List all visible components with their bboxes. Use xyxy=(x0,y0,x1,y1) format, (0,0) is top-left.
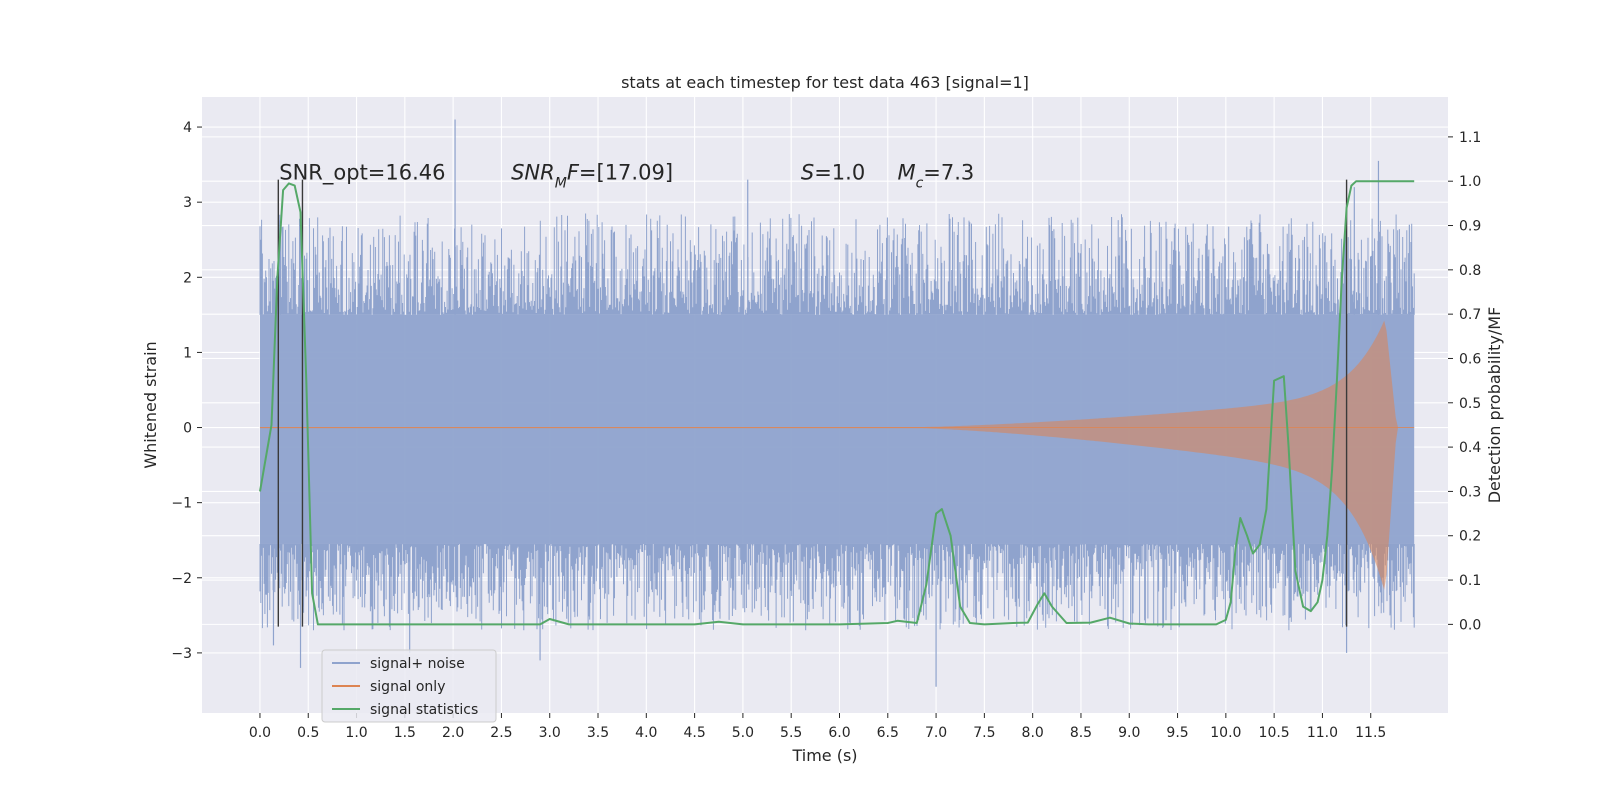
signal-statistics-line xyxy=(259,180,1415,626)
annotation-part: M xyxy=(555,176,567,192)
y-tick-label: 1 xyxy=(183,345,192,361)
annotation: SNRMF=[17.09] xyxy=(511,161,673,192)
x-tick-label: 4.5 xyxy=(683,725,705,741)
annotation: S=1.0 xyxy=(801,161,865,185)
legend: signal+ noise signal only signal statist… xyxy=(321,649,497,723)
y-tick-label: −2 xyxy=(171,571,192,587)
chart-title: stats at each timestep for test data 463… xyxy=(621,73,1029,92)
legend-box xyxy=(321,649,497,723)
y-tick-label: −1 xyxy=(171,496,192,512)
annotation-part: =7.3 xyxy=(923,161,974,185)
x-tick-label: 0.5 xyxy=(297,725,319,741)
annotation: Mc=7.3 xyxy=(897,161,974,192)
y-right-tick-label: 0.3 xyxy=(1459,484,1481,500)
annotation-part: SNR_opt=16.46 xyxy=(279,161,445,186)
x-tick-label: 8.0 xyxy=(1022,725,1044,741)
x-tick-label: 7.5 xyxy=(973,725,995,741)
x-tick-label: 6.5 xyxy=(877,725,899,741)
y-tick-label: −3 xyxy=(171,646,192,662)
x-tick-label: 5.5 xyxy=(780,725,802,741)
y-tick-label: 4 xyxy=(183,120,192,136)
y-right-tick-label: 1.0 xyxy=(1459,174,1481,190)
y-right-tick-label: 0.4 xyxy=(1459,440,1481,456)
y-right-tick-label: 1.1 xyxy=(1459,130,1481,146)
annotation-part: S xyxy=(801,161,814,185)
y-right-tick-label: 0.1 xyxy=(1459,573,1481,589)
legend-label-signal-statistics: signal statistics xyxy=(370,702,478,718)
y-right-tick-label: 0.0 xyxy=(1459,617,1481,633)
annotation-part: M xyxy=(897,161,915,185)
x-tick-label: 5.0 xyxy=(732,725,754,741)
y-tick-label: 3 xyxy=(183,195,192,211)
y-right-tick-label: 0.7 xyxy=(1459,307,1481,323)
x-tick-label: 0.0 xyxy=(249,725,271,741)
annotation-part: =[17.09] xyxy=(579,161,673,185)
x-tick-label: 4.0 xyxy=(635,725,657,741)
x-tick-label: 3.5 xyxy=(587,725,609,741)
y-axis-label: Whitened strain xyxy=(141,341,160,468)
x-tick-label: 6.0 xyxy=(828,725,850,741)
x-tick-label: 10.0 xyxy=(1210,725,1241,741)
x-tick-label: 1.5 xyxy=(394,725,416,741)
y-tick-label: 0 xyxy=(183,421,192,437)
annotations: SNR_opt=16.46 SNRMF=[17.09] S=1.0 Mc=7.3 xyxy=(279,161,974,192)
y-right-tick-label: 0.2 xyxy=(1459,529,1481,545)
x-tick-label: 3.0 xyxy=(539,725,561,741)
x-axis-label: Time (s) xyxy=(791,746,857,765)
x-tick-label: 11.0 xyxy=(1307,725,1338,741)
annotation-part: SNR xyxy=(511,161,555,185)
annotation-part: F xyxy=(567,161,580,185)
annotation-part: c xyxy=(916,176,924,192)
x-tick-label: 7.0 xyxy=(925,725,947,741)
plot-content xyxy=(259,119,1415,687)
y-right-tick-label: 0.5 xyxy=(1459,396,1481,412)
y-right-tick-label: 0.9 xyxy=(1459,219,1481,235)
y-right-tick-label: 0.8 xyxy=(1459,263,1481,279)
x-tick-label: 8.5 xyxy=(1070,725,1092,741)
x-tick-label: 9.0 xyxy=(1118,725,1140,741)
axes: 0.0 0.5 1.0 1.5 2.0 2.5 3.0 3.5 4.0 4.5 5.0 5.5 6.0 6… xyxy=(171,120,1481,741)
signal-noise-lower-spikes xyxy=(259,544,1415,631)
signal-noise-upper-spikes xyxy=(259,213,1415,315)
x-tick-label: 10.5 xyxy=(1259,725,1290,741)
x-tick-label: 1.0 xyxy=(345,725,367,741)
y-axis-right-label: Detection probability/MF xyxy=(1485,307,1504,504)
annotation-part: =1.0 xyxy=(814,161,865,185)
legend-label-signal-only: signal only xyxy=(370,679,445,695)
x-tick-label: 11.5 xyxy=(1355,725,1386,741)
signal-statistics-layer xyxy=(259,180,1415,626)
annotation: SNR_opt=16.46 xyxy=(279,161,445,186)
y-tick-label: 2 xyxy=(183,270,192,286)
legend-label-signal-noise: signal+ noise xyxy=(370,656,465,672)
x-tick-label: 2.0 xyxy=(442,725,464,741)
x-tick-label: 2.5 xyxy=(490,725,512,741)
y-right-tick-label: 0.6 xyxy=(1459,351,1481,367)
x-tick-label: 9.5 xyxy=(1166,725,1188,741)
